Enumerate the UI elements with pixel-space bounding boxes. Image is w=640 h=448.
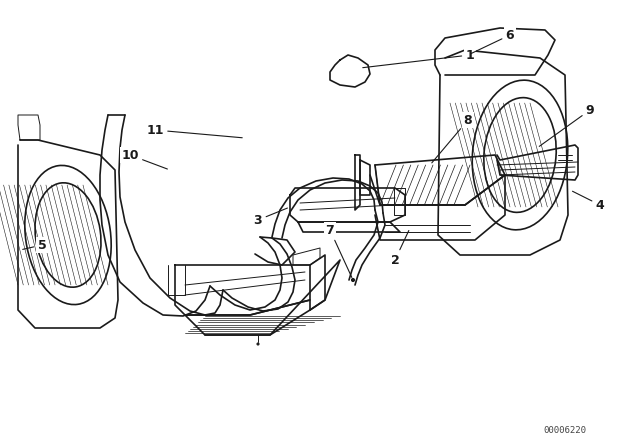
- Text: 11: 11: [147, 124, 242, 138]
- Text: 4: 4: [573, 191, 604, 211]
- Circle shape: [467, 54, 469, 56]
- Text: 8: 8: [432, 113, 472, 163]
- Text: 00006220: 00006220: [543, 426, 586, 435]
- Text: 7: 7: [326, 224, 352, 277]
- Text: 3: 3: [253, 208, 287, 227]
- Text: 10: 10: [121, 148, 168, 169]
- Text: 6: 6: [470, 29, 515, 54]
- Text: 1: 1: [363, 48, 474, 68]
- Text: 2: 2: [390, 231, 409, 267]
- Text: 9: 9: [540, 103, 595, 146]
- Text: 5: 5: [22, 238, 46, 251]
- Circle shape: [257, 343, 259, 345]
- Circle shape: [351, 279, 355, 281]
